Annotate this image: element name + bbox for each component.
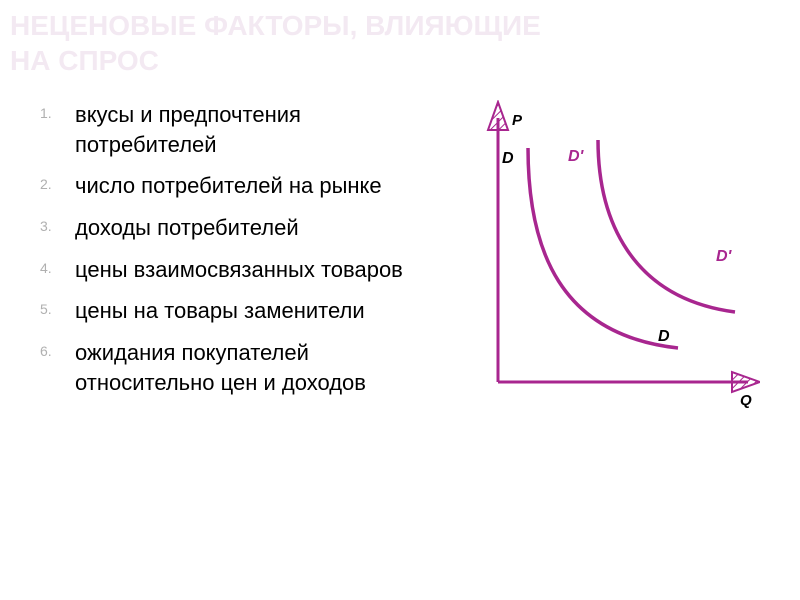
- title-line-2: НА СПРОС: [10, 43, 790, 78]
- list-item: цены на товары заменители: [40, 296, 420, 326]
- list-item: доходы потребителей: [40, 213, 420, 243]
- factors-list-container: вкусы и предпочтения потребителей число …: [40, 100, 420, 410]
- chart-container: P Q D D D' D': [440, 100, 780, 410]
- chart-svg: [460, 100, 760, 420]
- title-line-1: НЕЦЕНОВЫЕ ФАКТОРЫ, ВЛИЯЮЩИЕ: [10, 8, 790, 43]
- list-item: ожидания покупателей относительно цен и …: [40, 338, 420, 397]
- curve-d-prime: [598, 140, 735, 312]
- page-title: НЕЦЕНОВЫЕ ФАКТОРЫ, ВЛИЯЮЩИЕ НА СПРОС: [0, 8, 800, 78]
- list-item: вкусы и предпочтения потребителей: [40, 100, 420, 159]
- curve-dprime-label-start: D': [568, 148, 583, 166]
- y-axis-label: P: [512, 112, 522, 129]
- curve-d: [528, 148, 678, 348]
- curve-d-label-end: D: [658, 328, 670, 346]
- demand-shift-chart: P Q D D D' D': [460, 100, 760, 420]
- curve-d-label-start: D: [502, 150, 514, 168]
- factors-list: вкусы и предпочтения потребителей число …: [40, 100, 420, 398]
- list-item: цены взаимосвязанных товаров: [40, 255, 420, 285]
- curve-dprime-label-end: D': [716, 248, 731, 266]
- y-axis-arrow: [488, 102, 508, 130]
- x-axis-label: Q: [740, 392, 752, 409]
- x-axis-arrow: [732, 372, 760, 392]
- list-item: число потребителей на рынке: [40, 171, 420, 201]
